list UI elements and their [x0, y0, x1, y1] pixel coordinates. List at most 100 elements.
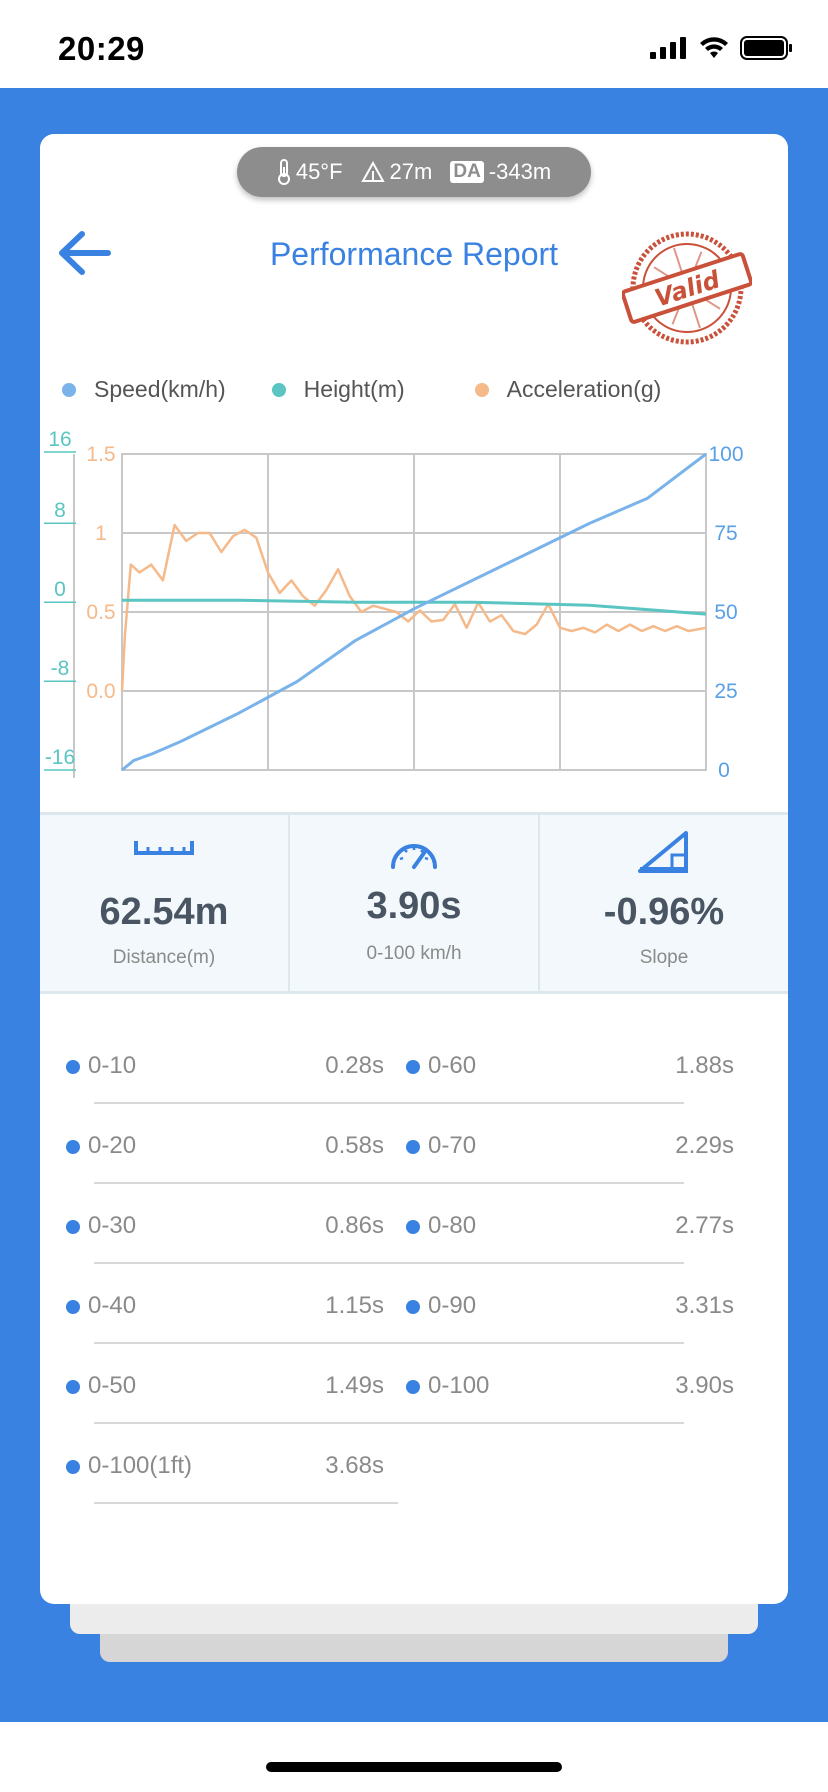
height-tick-label: 16 [48, 428, 71, 451]
acceleration-tick-label: 0.0 [86, 680, 115, 703]
altitude-value: 27m [389, 159, 433, 184]
split-label: 0-40 [88, 1292, 137, 1319]
split-label: 0-100(1ft) [88, 1452, 193, 1479]
split-divider [94, 1182, 684, 1184]
page-title: Performance Report [269, 236, 559, 272]
battery-icon [740, 36, 792, 60]
chart-axes: 16 8 0 -8 -16 1.5 1 0.5 0.0 100 75 50 25 0 [44, 428, 744, 782]
split-row: 0-30 0.86s 0-80 2.77s [40, 1184, 788, 1264]
signal-icon [650, 37, 686, 59]
acceleration-time-value: 3.90s [366, 885, 462, 927]
split-item: 0-40 1.15s [40, 1264, 384, 1344]
split-item: 0-30 0.86s [40, 1184, 384, 1264]
height-tick-label: -8 [51, 657, 70, 680]
legend-label: Speed(km/h) [94, 376, 226, 402]
stats-panel: 62.54m Distance(m) 3.90s 0-100 km/h -0.9… [40, 812, 788, 994]
split-divider [94, 1102, 684, 1104]
conditions-pill: 45°F 27m DA -343m [237, 147, 591, 197]
legend-item-speed[interactable]: Speed(km/h) [62, 376, 226, 403]
split-divider [94, 1342, 684, 1344]
split-dot [406, 1300, 420, 1314]
status-bar: 20:29 [0, 0, 828, 88]
distance-label: Distance(m) [112, 947, 216, 968]
split-time: 3.31s [675, 1292, 734, 1319]
split-item: 0-100 3.90s [386, 1344, 734, 1424]
acceleration-tick-label: 1.5 [86, 443, 115, 466]
height-tick-label: 0 [54, 578, 66, 601]
split-item: 0-100(1ft) 3.68s [40, 1424, 384, 1504]
temperature: 45°F [277, 159, 343, 185]
da-badge: DA [450, 161, 484, 183]
speed-tick-label: 25 [714, 680, 737, 703]
legend-label: Height(m) [303, 376, 405, 402]
temperature-value: 45°F [295, 159, 343, 184]
height-tick-label: 8 [54, 499, 66, 522]
status-time: 20:29 [58, 30, 145, 67]
legend-label: Acceleration(g) [506, 376, 662, 402]
split-time: 3.90s [675, 1372, 734, 1399]
split-dot [66, 1300, 80, 1314]
acceleration-tick-label: 1 [95, 522, 107, 545]
home-indicator[interactable] [266, 1762, 562, 1772]
slope-label: Slope [639, 947, 689, 968]
legend-dot [271, 382, 286, 397]
density-altitude: DA -343m [450, 159, 551, 185]
split-label: 0-90 [428, 1292, 477, 1319]
split-row: 0-20 0.58s 0-70 2.29s [40, 1104, 788, 1184]
split-time: 2.77s [675, 1212, 734, 1239]
split-time: 1.15s [325, 1292, 384, 1319]
performance-chart: 16 8 0 -8 -16 1.5 1 0.5 0.0 100 75 50 25 0 [44, 428, 744, 782]
split-time: 1.88s [675, 1052, 734, 1079]
split-label: 0-60 [428, 1052, 477, 1079]
split-time: 1.49s [325, 1372, 384, 1399]
stat-slope: -0.96% Slope [538, 815, 788, 991]
split-dot [66, 1460, 80, 1474]
split-divider [94, 1262, 684, 1264]
chart-grid [121, 453, 707, 771]
speed-tick-label: 100 [708, 443, 743, 466]
legend-item-height[interactable]: Height(m) [271, 376, 405, 403]
split-label: 0-30 [88, 1212, 137, 1239]
speed-tick-label: 0 [718, 759, 730, 782]
split-item: 0-80 2.77s [386, 1184, 734, 1264]
density-altitude-value: -343m [488, 159, 552, 184]
split-row: 0-10 0.28s 0-60 1.88s [40, 1024, 788, 1104]
acceleration-tick-label: 0.5 [86, 601, 115, 624]
valid-stamp: Valid [622, 231, 752, 345]
split-item: 0-10 0.28s [40, 1024, 384, 1104]
split-dot [66, 1060, 80, 1074]
split-time: 0.86s [325, 1212, 384, 1239]
height-tick-label: -16 [45, 746, 75, 769]
split-item: 0-60 1.88s [386, 1024, 734, 1104]
chart-series [120, 452, 707, 772]
acceleration-time-label: 0-100 km/h [366, 943, 462, 964]
mountain-icon [360, 161, 385, 182]
split-dot [406, 1380, 420, 1394]
distance-value: 62.54m [99, 891, 229, 933]
split-dot [406, 1060, 420, 1074]
split-label: 0-50 [88, 1372, 137, 1399]
split-dot [406, 1140, 420, 1154]
legend-dot [474, 382, 489, 397]
split-label: 0-100 [428, 1372, 490, 1399]
stat-distance: 62.54m Distance(m) [40, 815, 288, 991]
back-arrow-icon[interactable] [58, 228, 112, 278]
split-item: 0-50 1.49s [40, 1344, 384, 1424]
speed-tick-label: 75 [714, 522, 737, 545]
speedometer-icon [391, 844, 437, 869]
speed-tick-label: 50 [714, 601, 737, 624]
split-divider [94, 1502, 398, 1504]
split-item: 0-70 2.29s [386, 1104, 734, 1184]
split-divider [94, 1422, 684, 1424]
stat-acceleration-time: 3.90s 0-100 km/h [288, 815, 538, 991]
thermometer-icon [277, 159, 290, 185]
split-label: 0-20 [88, 1132, 137, 1159]
split-dot [66, 1380, 80, 1394]
slope-value: -0.96% [603, 891, 725, 933]
legend-item-acceleration[interactable]: Acceleration(g) [474, 376, 662, 403]
ruler-icon [134, 841, 194, 855]
height-line [122, 598, 707, 616]
split-time: 2.29s [675, 1132, 734, 1159]
speed-line [121, 452, 707, 772]
split-dot [406, 1220, 420, 1234]
